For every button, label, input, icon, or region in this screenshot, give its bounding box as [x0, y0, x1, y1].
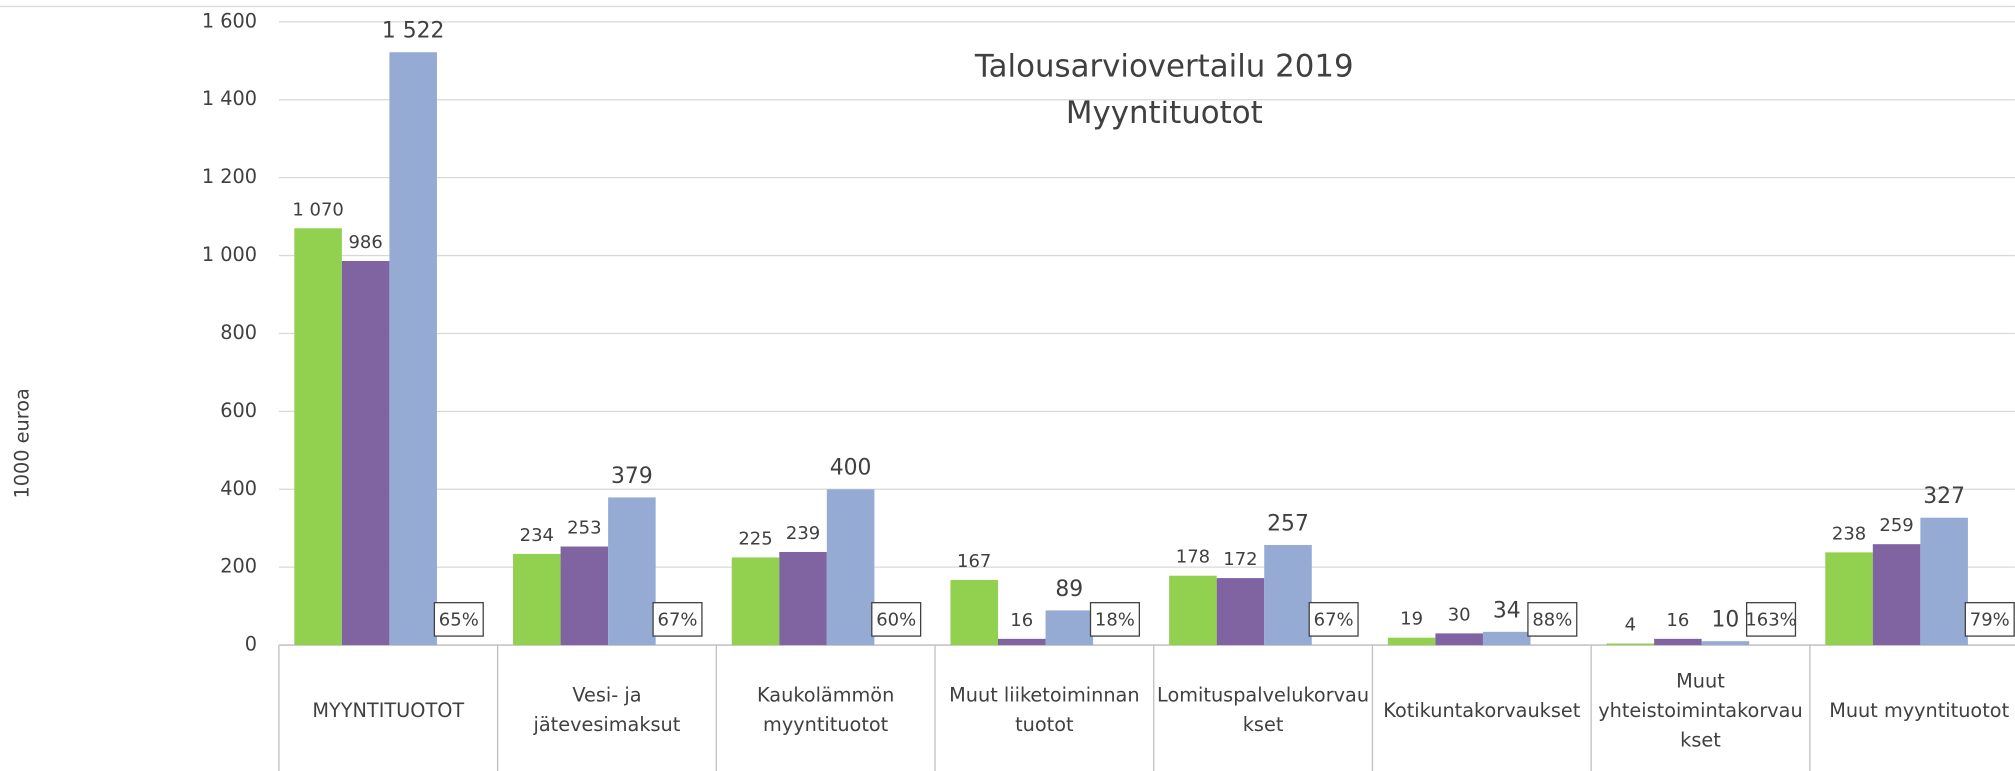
x-tick-label-box: Kotikuntakorvaukset: [1383, 698, 1581, 722]
ratio-box: [1964, 602, 2015, 637]
data-label: 172: [1223, 549, 1257, 570]
bar: [560, 546, 609, 646]
x-tick-label: Kotikuntakorvaukset: [1383, 698, 1581, 722]
ratio-box: [871, 602, 922, 637]
ratio-label: 67%: [1314, 610, 1354, 631]
y-tick-label: 800: [220, 321, 257, 344]
data-label: 4: [1625, 615, 1636, 636]
ratio-box: [652, 602, 703, 637]
data-label: 16: [1010, 610, 1033, 631]
bar: [341, 261, 390, 646]
bar: [513, 553, 561, 646]
x-tick-label-box: Lomituspalvelukorvaukset: [1157, 683, 1370, 737]
bar: [1701, 641, 1750, 646]
data-label: 238: [1832, 523, 1866, 544]
x-tick-label: Lomituspalvelukorvaukset: [1157, 683, 1370, 737]
x-tick-label: Muut myyntituotot: [1829, 698, 2010, 722]
ratio-label: 79%: [1970, 610, 2010, 631]
y-tick-label: 1 000: [202, 243, 257, 266]
ratio-label: 60%: [876, 610, 916, 631]
ratio-box: [1308, 602, 1359, 637]
data-label: 89: [1055, 577, 1083, 602]
data-label: 379: [611, 464, 653, 489]
bar: [608, 497, 656, 646]
y-tick-label: 600: [220, 399, 257, 422]
ratio-label: 88%: [1532, 610, 1572, 631]
bar: [997, 638, 1046, 646]
chart-title: Talousarviovertailu 2019: [974, 49, 1354, 85]
data-label: 253: [567, 518, 601, 539]
x-tick-label-box: Vesi- ja jätevesimaksut: [533, 683, 681, 737]
x-tick-label-box: Kaukolämmön myyntituotot: [756, 683, 895, 737]
bar: [1654, 638, 1702, 646]
bar: [1045, 610, 1094, 646]
data-label: 327: [1923, 484, 1965, 509]
bar: [389, 52, 437, 646]
bar: [1920, 517, 1968, 646]
data-label: 167: [957, 551, 991, 572]
x-tick-label-box: Muut yhteistoimintakorvaukset: [1598, 668, 1803, 752]
data-label: 259: [1879, 515, 1913, 536]
y-tick-label: 0: [245, 633, 257, 656]
ratio-label: 18%: [1095, 610, 1135, 631]
ratio-box: [1745, 602, 1797, 637]
data-label: 178: [1176, 547, 1210, 568]
chart-subtitle: Myyntituotot: [1066, 95, 1263, 131]
data-label: 400: [830, 456, 872, 481]
ratio-label: 163%: [1745, 610, 1796, 631]
data-label: 10: [1712, 608, 1740, 633]
bar: [779, 551, 827, 646]
y-tick-label: 1 400: [202, 87, 257, 110]
y-tick-label: 200: [220, 555, 257, 578]
x-tick-label: Kaukolämmön myyntituotot: [756, 683, 895, 737]
data-label: 239: [786, 523, 820, 544]
x-tick-label-box: MYYNTITUOTOT: [312, 698, 465, 722]
data-label: 257: [1267, 511, 1309, 536]
bar: [826, 489, 875, 646]
x-tick-label: Vesi- ja jätevesimaksut: [533, 683, 681, 737]
bar: [1264, 544, 1312, 646]
bar: [294, 228, 342, 646]
x-tick-label: Muut yhteistoimintakorvaukset: [1598, 668, 1803, 752]
x-tick-label-box: Muut liiketoiminnan tuotot: [949, 683, 1140, 737]
bar: [1216, 578, 1265, 646]
y-axis-title: 1000 euroa: [11, 388, 34, 498]
data-label: 1 070: [292, 199, 344, 220]
data-label: 234: [520, 525, 554, 546]
bar: [1169, 575, 1217, 646]
ratio-label: 65%: [439, 610, 479, 631]
ratio-label: 67%: [658, 610, 698, 631]
data-label: 225: [738, 528, 772, 549]
data-label: 16: [1666, 610, 1689, 631]
data-label: 986: [348, 232, 382, 253]
x-tick-label-box: Muut myyntituotot: [1829, 698, 2010, 722]
data-label: 1 522: [382, 19, 445, 44]
ratio-box: [1089, 602, 1140, 637]
bar: [1825, 552, 1873, 646]
bar: [1872, 544, 1921, 646]
ratio-box: [433, 602, 484, 637]
ratio-box: [1527, 602, 1578, 637]
data-label: 34: [1493, 598, 1521, 623]
bar: [1435, 633, 1483, 646]
x-tick-label: MYYNTITUOTOT: [312, 698, 465, 722]
y-tick-label: 1 600: [202, 9, 257, 32]
data-label: 30: [1448, 604, 1471, 625]
data-label: 19: [1400, 609, 1423, 630]
x-tick-label: Muut liiketoiminnan tuotot: [949, 683, 1140, 737]
y-tick-label: 1 200: [202, 165, 257, 188]
bar: [731, 557, 780, 646]
bar: [1606, 643, 1655, 646]
y-tick-label: 400: [220, 477, 257, 500]
bar: [950, 580, 998, 646]
bar: [1387, 637, 1436, 646]
bar: [1482, 631, 1531, 646]
